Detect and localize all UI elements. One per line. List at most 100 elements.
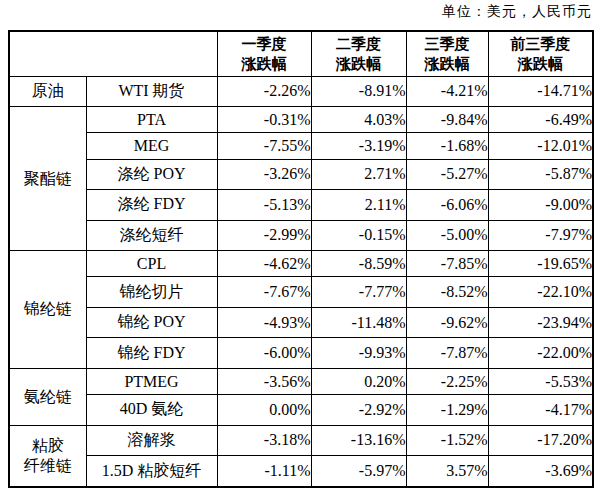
value-cell-q1: -4.93%	[217, 307, 311, 337]
product-cell: CPL	[86, 251, 217, 277]
unit-note: 单位：美元，人民币元	[442, 3, 592, 21]
value-cell-q1: -5.13%	[217, 190, 311, 220]
product-cell: 锦纶 FDY	[86, 338, 217, 368]
value-cell-q2: -3.19%	[311, 133, 406, 159]
product-cell: 涤纶 POY	[86, 159, 217, 189]
value-cell-q4: -22.00%	[488, 338, 593, 368]
value-cell-q4: -22.10%	[488, 277, 593, 307]
product-cell: WTI 期货	[86, 76, 217, 106]
value-cell-q1: -3.26%	[217, 159, 311, 189]
value-cell-q3: -2.25%	[406, 368, 488, 394]
corner-cell	[9, 31, 217, 76]
value-cell-q3: -5.27%	[406, 159, 488, 189]
header-line: 前三季度	[489, 34, 593, 54]
price-change-table: 一季度 涨跌幅 二季度 涨跌幅 三季度 涨跌幅 前三季度 涨跌幅 原油WTI 期…	[8, 30, 594, 488]
header-line: 涨跌幅	[407, 54, 488, 74]
group-name-line: 原油	[10, 81, 86, 101]
header-line: 二季度	[312, 34, 406, 54]
value-cell-q2: -8.59%	[311, 251, 406, 277]
value-cell-q3: -1.68%	[406, 133, 488, 159]
header-line: 涨跌幅	[489, 54, 593, 74]
value-cell-q2: -5.97%	[311, 456, 406, 487]
value-cell-q4: -19.65%	[488, 251, 593, 277]
value-cell-q3: -1.29%	[406, 395, 488, 425]
product-cell: 涤纶短纤	[86, 220, 217, 250]
value-cell-q3: -5.00%	[406, 220, 488, 250]
table-row: 氨纶链PTMEG-3.56%0.20%-2.25%-5.53%	[9, 368, 593, 394]
value-cell-q2: 2.71%	[311, 159, 406, 189]
table-row: 锦纶链CPL-4.62%-8.59%-7.85%-19.65%	[9, 251, 593, 277]
table-row: 涤纶 POY-3.26%2.71%-5.27%-5.87%	[9, 159, 593, 189]
group-name-line: 纤维链	[10, 456, 86, 476]
product-cell: 1.5D 粘胶短纤	[86, 456, 217, 487]
value-cell-q2: 2.11%	[311, 190, 406, 220]
table-row: 40D 氨纶0.00%-2.92%-1.29%-4.17%	[9, 395, 593, 425]
header-line: 涨跌幅	[218, 54, 311, 74]
table-row: 锦纶 POY-4.93%-11.48%-9.62%-23.94%	[9, 307, 593, 337]
group-name-line: 锦纶链	[10, 299, 86, 319]
value-cell-q3: -1.52%	[406, 425, 488, 455]
value-cell-q1: -4.62%	[217, 251, 311, 277]
group-cell-0: 原油	[9, 76, 86, 106]
value-cell-q4: -4.17%	[488, 395, 593, 425]
value-cell-q1: -6.00%	[217, 338, 311, 368]
group-cell-4: 粘胶纤维链	[9, 425, 86, 487]
value-cell-q3: -9.84%	[406, 106, 488, 132]
header-q1: 一季度 涨跌幅	[217, 31, 311, 76]
value-cell-q1: -7.55%	[217, 133, 311, 159]
header-row: 一季度 涨跌幅 二季度 涨跌幅 三季度 涨跌幅 前三季度 涨跌幅	[9, 31, 593, 76]
value-cell-q4: -14.71%	[488, 76, 593, 106]
value-cell-q4: -7.97%	[488, 220, 593, 250]
group-name-line: 粘胶	[10, 436, 86, 456]
value-cell-q3: -7.87%	[406, 338, 488, 368]
table-row: 锦纶 FDY-6.00%-9.93%-7.87%-22.00%	[9, 338, 593, 368]
header-q2: 二季度 涨跌幅	[311, 31, 406, 76]
value-cell-q3: -6.06%	[406, 190, 488, 220]
value-cell-q2: -0.15%	[311, 220, 406, 250]
group-name-line: 氨纶链	[10, 387, 86, 407]
value-cell-q2: 0.20%	[311, 368, 406, 394]
product-cell: PTMEG	[86, 368, 217, 394]
value-cell-q1: -3.56%	[217, 368, 311, 394]
header-q3: 三季度 涨跌幅	[406, 31, 488, 76]
value-cell-q4: -9.00%	[488, 190, 593, 220]
header-line: 涨跌幅	[312, 54, 406, 74]
value-cell-q4: -23.94%	[488, 307, 593, 337]
value-cell-q4: -6.49%	[488, 106, 593, 132]
header-line: 一季度	[218, 34, 311, 54]
value-cell-q2: -7.77%	[311, 277, 406, 307]
value-cell-q2: -13.16%	[311, 425, 406, 455]
table-row: 涤纶短纤-2.99%-0.15%-5.00%-7.97%	[9, 220, 593, 250]
header-line: 三季度	[407, 34, 488, 54]
value-cell-q4: -3.69%	[488, 456, 593, 487]
value-cell-q2: -11.48%	[311, 307, 406, 337]
value-cell-q1: -0.31%	[217, 106, 311, 132]
product-cell: 锦纶切片	[86, 277, 217, 307]
table-row: 1.5D 粘胶短纤-1.11%-5.97%3.57%-3.69%	[9, 456, 593, 487]
product-cell: PTA	[86, 106, 217, 132]
header-first-three-quarters: 前三季度 涨跌幅	[488, 31, 593, 76]
product-cell: MEG	[86, 133, 217, 159]
value-cell-q1: -1.11%	[217, 456, 311, 487]
value-cell-q3: 3.57%	[406, 456, 488, 487]
value-cell-q2: -2.92%	[311, 395, 406, 425]
value-cell-q1: -3.18%	[217, 425, 311, 455]
table-row: 原油WTI 期货-2.26%-8.91%-4.21%-14.71%	[9, 76, 593, 106]
table-body: 原油WTI 期货-2.26%-8.91%-4.21%-14.71%聚酯链PTA-…	[9, 76, 593, 487]
value-cell-q1: 0.00%	[217, 395, 311, 425]
value-cell-q4: -12.01%	[488, 133, 593, 159]
value-cell-q3: -7.85%	[406, 251, 488, 277]
value-cell-q4: -17.20%	[488, 425, 593, 455]
value-cell-q4: -5.53%	[488, 368, 593, 394]
table-row: 聚酯链PTA-0.31%4.03%-9.84%-6.49%	[9, 106, 593, 132]
group-cell-3: 氨纶链	[9, 368, 86, 425]
value-cell-q1: -2.99%	[217, 220, 311, 250]
table-row: 锦纶切片-7.67%-7.77%-8.52%-22.10%	[9, 277, 593, 307]
table-row: MEG-7.55%-3.19%-1.68%-12.01%	[9, 133, 593, 159]
group-cell-1: 聚酯链	[9, 106, 86, 250]
table-row: 粘胶纤维链溶解浆-3.18%-13.16%-1.52%-17.20%	[9, 425, 593, 455]
value-cell-q2: 4.03%	[311, 106, 406, 132]
value-cell-q2: -9.93%	[311, 338, 406, 368]
value-cell-q3: -9.62%	[406, 307, 488, 337]
value-cell-q4: -5.87%	[488, 159, 593, 189]
